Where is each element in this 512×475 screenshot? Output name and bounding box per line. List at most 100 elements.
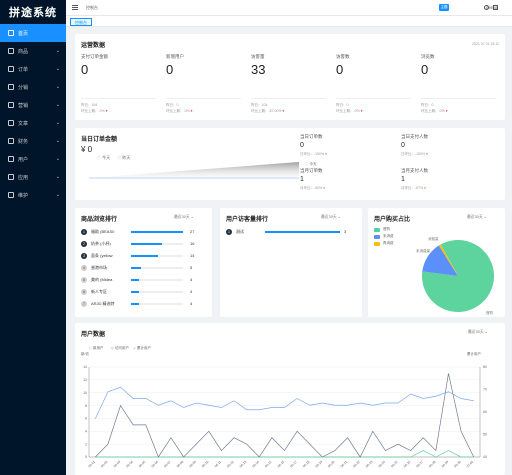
sidebar-item-label: 商品 [18,48,29,55]
today-order-value: ¥ 0 [81,145,93,154]
sidebar-item-2[interactable]: 订单 ⌄ [0,60,66,78]
rank-value: 5 [190,265,193,270]
stat-compare: 月环比：-67% ▾ [401,186,426,190]
sidebar-item-8[interactable]: 应用 ⌄ [0,168,66,186]
nav-icon [8,102,14,108]
stat-value: 1 [300,176,304,183]
app-logo: 拼途系统 [9,7,57,19]
theme-badge[interactable]: 主题 [439,4,449,11]
tab-console[interactable]: 控制台 [70,18,92,26]
legend-swatch [374,227,380,232]
kpi-value: 0 [166,62,174,77]
rank-number: 3 [81,252,87,259]
y-tick-left: 4 [85,429,87,433]
legend-label[interactable]: 访问用户 [115,345,129,350]
nav-icon [8,66,14,72]
legend-label[interactable]: 累计用户 [137,345,151,350]
rank-number: 2 [81,240,87,247]
legend-swatch: ◇ [111,346,115,350]
product-rank-card: 商品浏览排行 最近30天 ⌄ 1 福助 (BEAS0 27 2 奶茶 (小杯) 16 3 面条… [75,208,212,317]
user-rank-title: 用户访客量排行 [226,217,269,223]
kpi-yesterday: 昨日：0 [421,103,434,107]
legend-label[interactable]: 新用户 [93,345,104,350]
chevron-down-icon: ⌄ [55,48,60,54]
x-tick: 06-22 [352,460,361,469]
rank-bar [131,291,139,293]
sidebar-item-1[interactable]: 商品 ⌄ [0,42,66,60]
kpi-divider [81,98,156,99]
y-tick-right: 40 [483,455,487,459]
sidebar-item-4[interactable]: 营销 ⌄ [0,96,66,114]
rank-track [131,291,183,293]
stat-compare: 月环比：-50% ▾ [300,186,325,190]
kpi-divider [251,98,326,99]
fullscreen-icon[interactable] [493,5,498,10]
nav-icon [8,48,14,54]
stat-label: 当月支付人数 [401,168,428,173]
rank-bar [131,255,158,257]
rank-name: 测试 [236,228,244,234]
kpi-compare: 环比上期：-0% ▾ [421,109,448,113]
rank-number: 1 [81,228,87,235]
x-tick: 06-03 [113,460,122,469]
pie-legend-item[interactable]: 首购 [374,226,394,233]
x-tick: 07-01 [466,460,475,469]
rank-track [265,231,340,233]
kpi-yesterday: 昨日：0 [166,103,179,107]
stat-compare: 日环比：-100% ▾ [300,152,327,156]
user-name[interactable]: demo [486,5,498,10]
search-icon[interactable] [484,5,489,10]
x-tick: 06-11 [214,460,223,469]
y-tick-left: 14 [83,365,87,369]
nav-icon [8,138,14,144]
legend-swatch: ◇ [133,346,137,350]
buy-ratio-filter[interactable]: 最近30天 ⌄ [467,215,487,219]
rank-number: 7 [81,300,87,307]
sidebar-item-label: 首页 [18,30,29,37]
sidebar-item-7[interactable]: 用户 ⌄ [0,150,66,168]
today-order-chart [89,162,299,179]
breadcrumb[interactable]: 控制台 [86,5,98,10]
chevron-down-icon: ⌄ [55,156,60,162]
stat-value: 0 [300,142,304,149]
stat-label: 当日支付人数 [401,134,428,139]
sidebar-item-5[interactable]: 文章 ⌄ [0,114,66,132]
chevron-down-icon: ⌄ [55,174,60,180]
user-data-filter[interactable]: 最近30天 ⌄ [468,330,488,334]
x-tick: 06-15 [264,460,273,469]
rank-value: 3 [344,229,347,234]
pie-slice[interactable] [422,245,458,276]
rank-track [131,255,183,257]
pie-legend-item[interactable]: 再消费 [374,240,394,247]
x-tick: 06-20 [327,460,336,469]
sidebar-item-label: 财务 [18,138,29,145]
pie-slice[interactable] [438,244,458,276]
x-tick: 06-23 [365,460,374,469]
product-rank-filter[interactable]: 最近30天 ⌄ [174,215,194,219]
rank-row: 7 ARJD 精选特 [81,299,115,308]
rank-row: 2 奶茶 (小杯) [81,239,111,248]
kpi-value: 33 [251,62,266,77]
pie-legend-item[interactable]: 未消费 [374,233,394,240]
nav-icon [8,84,14,90]
user-rank-filter[interactable]: 最近30天 ⌄ [321,215,341,219]
nav-icon [8,30,14,36]
y-tick-left: 0 [85,455,87,459]
kpi-yesterday: 昨日：164 [81,103,98,107]
y-tick-left: 12 [83,378,87,382]
kpi-label: 访客量 [251,54,265,59]
rank-name: 新人专区 [91,288,107,294]
sidebar-item-0[interactable]: 首页 [0,24,66,42]
rank-name: 奶茶 (小杯) [91,240,111,246]
rank-bar [131,279,139,281]
nav-icon [8,174,14,180]
rank-value: 14 [190,253,195,258]
rank-track [131,279,183,281]
y-tick-right: 80 [483,365,487,369]
sidebar-item-9[interactable]: 维护 ⌄ [0,186,66,204]
menu-toggle-icon[interactable] [72,5,78,10]
rank-name: 美的 (Midea [91,276,113,282]
sidebar-item-6[interactable]: 财务 ⌄ [0,132,66,150]
sidebar-item-3[interactable]: 分销 ⌄ [0,78,66,96]
